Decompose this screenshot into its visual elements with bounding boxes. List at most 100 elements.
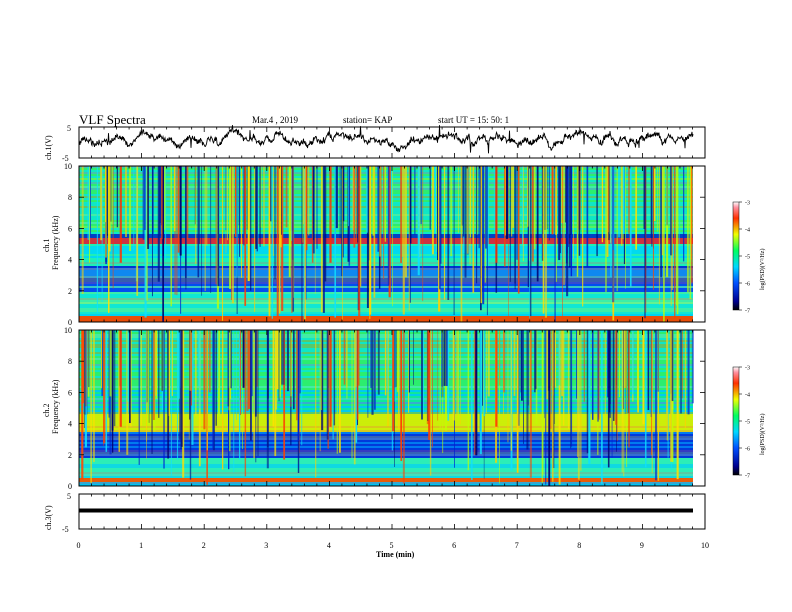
- time-ticklabel-10: 10: [701, 541, 709, 550]
- ch2-spectrogram-impulse: [299, 330, 301, 394]
- ch1-spectrogram-impulse: [661, 166, 664, 256]
- ch1-spectrogram-impulse: [570, 166, 573, 277]
- ch1-spectrogram-line: [79, 178, 693, 180]
- ch1-spectrogram-impulse: [366, 166, 369, 308]
- ch1-spectrogram-impulse: [101, 166, 103, 303]
- ch2-spectrogram-impulse: [140, 330, 142, 426]
- ch1-spectrogram-impulse: [674, 166, 676, 319]
- ch2-spectrogram-impulse: [583, 330, 585, 402]
- ch2-spectrogram-impulse: [541, 330, 543, 483]
- ch1-spectrogram-impulse: [303, 166, 306, 320]
- ch1-spectrogram-impulse: [629, 166, 632, 287]
- ch1-spectrogram-impulse: [522, 166, 524, 262]
- ch1-spectrogram-impulse: [493, 166, 495, 233]
- ch1-spectrogram-impulse: [567, 166, 569, 247]
- ch1-spectrogram-line: [79, 182, 693, 184]
- ch2-spectrogram-band: [79, 444, 693, 447]
- ch2-spectrogram-impulse: [628, 330, 630, 448]
- ch1-spectrogram-impulse: [390, 166, 393, 227]
- ch1-spectrogram-impulse: [231, 166, 234, 304]
- ch1-spectrogram-band: [79, 202, 693, 205]
- ch2-spectrogram-impulse: [229, 330, 231, 452]
- ch2-spectrogram-impulse: [250, 330, 253, 397]
- ch1-spectrogram-line: [79, 214, 693, 216]
- ch2-spectrogram-strong-impulse: [329, 330, 332, 427]
- ch2-spectrogram-impulse: [212, 330, 215, 451]
- ch2-spectrogram-impulse: [423, 330, 425, 414]
- ch1-spectrogram-impulse: [533, 166, 536, 250]
- ch1-spectrogram-impulse: [311, 166, 314, 263]
- ch1-spectrogram-impulse: [110, 166, 112, 222]
- ch1-spectrogram-impulse: [342, 166, 343, 320]
- ch1-spectrogram-impulse: [231, 166, 232, 300]
- ch2-spectrogram-impulse: [529, 330, 532, 478]
- ch2-spectrogram-impulse: [604, 330, 606, 415]
- ch1-spectrogram-band: [79, 300, 693, 303]
- ch2-spectrogram-impulse: [545, 330, 547, 485]
- ch2-spectrogram-impulse: [101, 330, 104, 397]
- ch2-spec-ylabel-channel: ch.2: [42, 403, 51, 417]
- ch2-spectrogram-impulse: [321, 330, 324, 431]
- ch2-spectrogram-impulse: [577, 330, 578, 457]
- date-label: Mar.4 , 2019: [252, 115, 298, 125]
- ch3-ytick-top: 5: [67, 492, 71, 501]
- ch1-spectrogram-impulse: [186, 166, 189, 240]
- ch2-spectrogram-impulse: [408, 330, 410, 393]
- ch1-ytick-2: 2: [68, 287, 72, 296]
- ch2-spectrogram-impulse: [402, 330, 405, 484]
- ch1-spectrogram-impulse: [234, 166, 237, 237]
- ch1-spectrogram-impulse: [341, 166, 343, 277]
- ch1-spectrogram-impulse: [464, 166, 467, 278]
- ch1-colorbar-ticks: -3 -4 -5 -6 -7: [739, 201, 750, 315]
- ch1-spectrogram-impulse: [388, 166, 391, 298]
- ch2-spectrogram-impulse: [642, 330, 645, 425]
- ch1-spectrogram-impulse: [170, 166, 172, 307]
- ch1-spectrogram-impulse: [199, 166, 200, 245]
- ch1-spectrogram-band: [79, 290, 693, 293]
- ch1-spectrogram-impulse: [105, 166, 107, 258]
- ch1-spectrogram-impulse: [116, 166, 119, 228]
- ch2-spectrogram-impulse: [636, 330, 639, 405]
- ch1-spectrogram-impulse: [142, 166, 145, 240]
- ch1-spectrogram-band: [79, 230, 693, 233]
- ch2-spectrogram-impulse: [191, 330, 194, 445]
- ch1-spectrogram-impulse: [485, 166, 487, 249]
- time-ticklabel-7: 7: [515, 541, 519, 550]
- ch2-spectrogram-impulse: [356, 330, 359, 420]
- ch2-spectrogram-impulse: [447, 330, 450, 421]
- ch1-spectrogram-impulse: [302, 166, 304, 243]
- ch1-spectrogram-ticks: [78, 166, 706, 322]
- ch1-spectrogram-impulse: [144, 166, 147, 318]
- ch1-spectrogram-impulse: [663, 166, 665, 322]
- ch1-spectrogram-impulse: [281, 166, 284, 311]
- ch2-spectrogram-band: [79, 404, 693, 407]
- ch2-colorbar-bar: [732, 366, 740, 476]
- ch2-spectrogram-impulse: [384, 330, 387, 396]
- ch2-spectrogram-impulse: [148, 330, 150, 423]
- ch2-spectrogram-band: [79, 446, 693, 449]
- ch1-spectrogram-impulse: [379, 166, 381, 257]
- ch2-spectrogram-impulse: [499, 330, 501, 386]
- ch2-spectrogram-band: [79, 410, 693, 413]
- ch2-spectrogram-band: [79, 396, 693, 399]
- ch2-spectrogram-impulse: [671, 330, 674, 402]
- ch1-spectrogram-impulse: [244, 166, 247, 306]
- ch1-colorbar-tick--3: -3: [745, 201, 750, 207]
- ch2-spectrogram-band: [79, 458, 693, 461]
- ch2-spectrogram-impulse: [601, 330, 603, 484]
- ch1-spectrogram-band: [79, 308, 693, 311]
- ch2-spectrogram-impulse: [487, 330, 490, 397]
- ch2-spectrogram-impulse: [394, 330, 396, 402]
- ch2-spectrogram-impulse: [127, 330, 129, 402]
- ch2-spectrogram-impulse: [526, 330, 529, 450]
- ch1-spectrogram-impulse: [383, 166, 385, 279]
- ch1-spectrogram-impulse: [622, 166, 625, 234]
- ch2-spectrogram-impulse: [84, 330, 87, 407]
- ch2-spectrogram-band: [79, 468, 693, 471]
- ch1-spectrogram-impulse: [239, 166, 240, 257]
- ch1-spectrogram-impulse: [565, 166, 566, 223]
- ch2-spectrogram-impulse: [332, 330, 334, 440]
- ch1-spectrogram-band: [79, 212, 693, 215]
- ch1-spectrogram-impulse: [457, 166, 459, 234]
- ch1-spectrogram-impulse: [671, 166, 674, 291]
